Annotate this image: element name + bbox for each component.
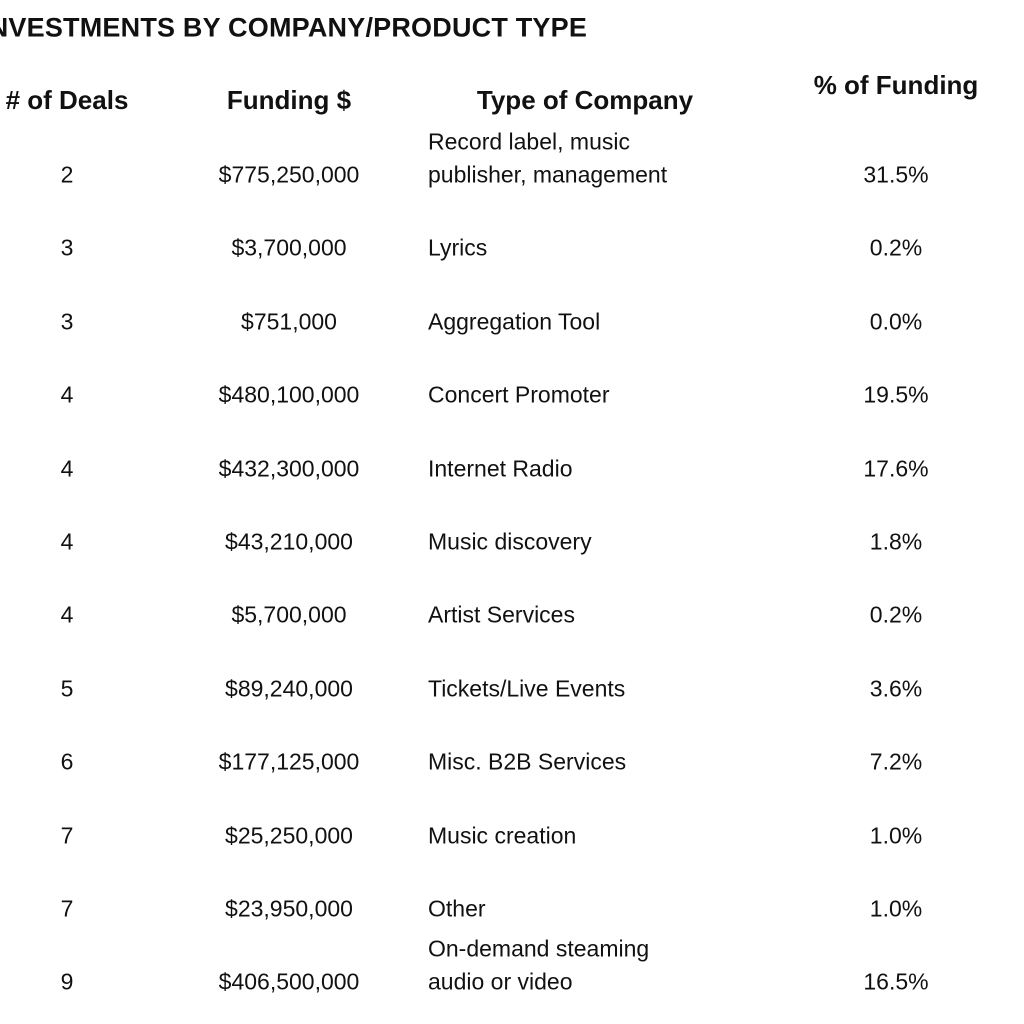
funding-amount: $43,210,000: [225, 528, 353, 555]
funding-percent: 0.2%: [869, 234, 923, 261]
funding-percent: 3.6%: [869, 675, 923, 702]
column-header: Funding $: [226, 85, 352, 115]
company-type: Misc. B2B Services: [428, 748, 627, 775]
deal-count: 3: [60, 308, 74, 335]
deal-count: 3: [60, 234, 74, 261]
column-header: # of Deals: [5, 85, 129, 115]
funding-percent: 1.8%: [869, 528, 923, 555]
funding-amount: $3,700,000: [231, 234, 347, 261]
funding-percent: 0.2%: [869, 601, 923, 628]
company-type: Record label, music: [428, 128, 630, 155]
funding-amount: $5,700,000: [231, 601, 347, 628]
funding-amount: $177,125,000: [218, 748, 360, 775]
deal-count: 4: [60, 455, 74, 482]
funding-percent: 17.6%: [863, 455, 929, 482]
company-type: Artist Services: [428, 601, 575, 628]
company-type: Lyrics: [428, 234, 488, 261]
company-type: On-demand steaming: [428, 935, 650, 962]
deal-count: 7: [60, 822, 74, 849]
deal-count: 6: [60, 748, 74, 775]
funding-percent: 1.0%: [869, 895, 923, 922]
company-type: Internet Radio: [428, 455, 573, 482]
funding-amount: $23,950,000: [225, 895, 353, 922]
funding-amount: $406,500,000: [218, 968, 360, 995]
funding-amount: $775,250,000: [218, 161, 360, 188]
company-type: Aggregation Tool: [428, 308, 601, 335]
funding-percent: 19.5%: [863, 381, 929, 408]
company-type: Music creation: [428, 822, 577, 849]
deal-count: 4: [60, 381, 74, 408]
table-title: INVESTMENTS BY COMPANY/PRODUCT TYPE: [0, 12, 588, 43]
funding-amount: $89,240,000: [225, 675, 353, 702]
company-type: Concert Promoter: [428, 381, 610, 408]
deal-count: 7: [60, 895, 74, 922]
funding-amount: $432,300,000: [218, 455, 360, 482]
column-header: Type of Company: [476, 85, 694, 115]
funding-percent: 7.2%: [869, 748, 923, 775]
funding-amount: $480,100,000: [218, 381, 360, 408]
funding-amount: $25,250,000: [225, 822, 353, 849]
deal-count: 5: [60, 675, 74, 702]
company-type: Other: [428, 895, 486, 922]
deal-count: 2: [60, 161, 74, 188]
funding-amount: $751,000: [241, 308, 337, 335]
column-header: % of Funding: [813, 70, 979, 100]
funding-percent: 31.5%: [863, 161, 929, 188]
deal-count: 9: [60, 968, 74, 995]
funding-percent: 0.0%: [869, 308, 923, 335]
funding-percent: 16.5%: [863, 968, 929, 995]
company-type: Music discovery: [428, 528, 592, 555]
company-type: Tickets/Live Events: [428, 675, 626, 702]
company-type: audio or video: [428, 968, 573, 995]
funding-percent: 1.0%: [869, 822, 923, 849]
deal-count: 4: [60, 601, 74, 628]
company-type: publisher, management: [428, 161, 668, 188]
deal-count: 4: [60, 528, 74, 555]
